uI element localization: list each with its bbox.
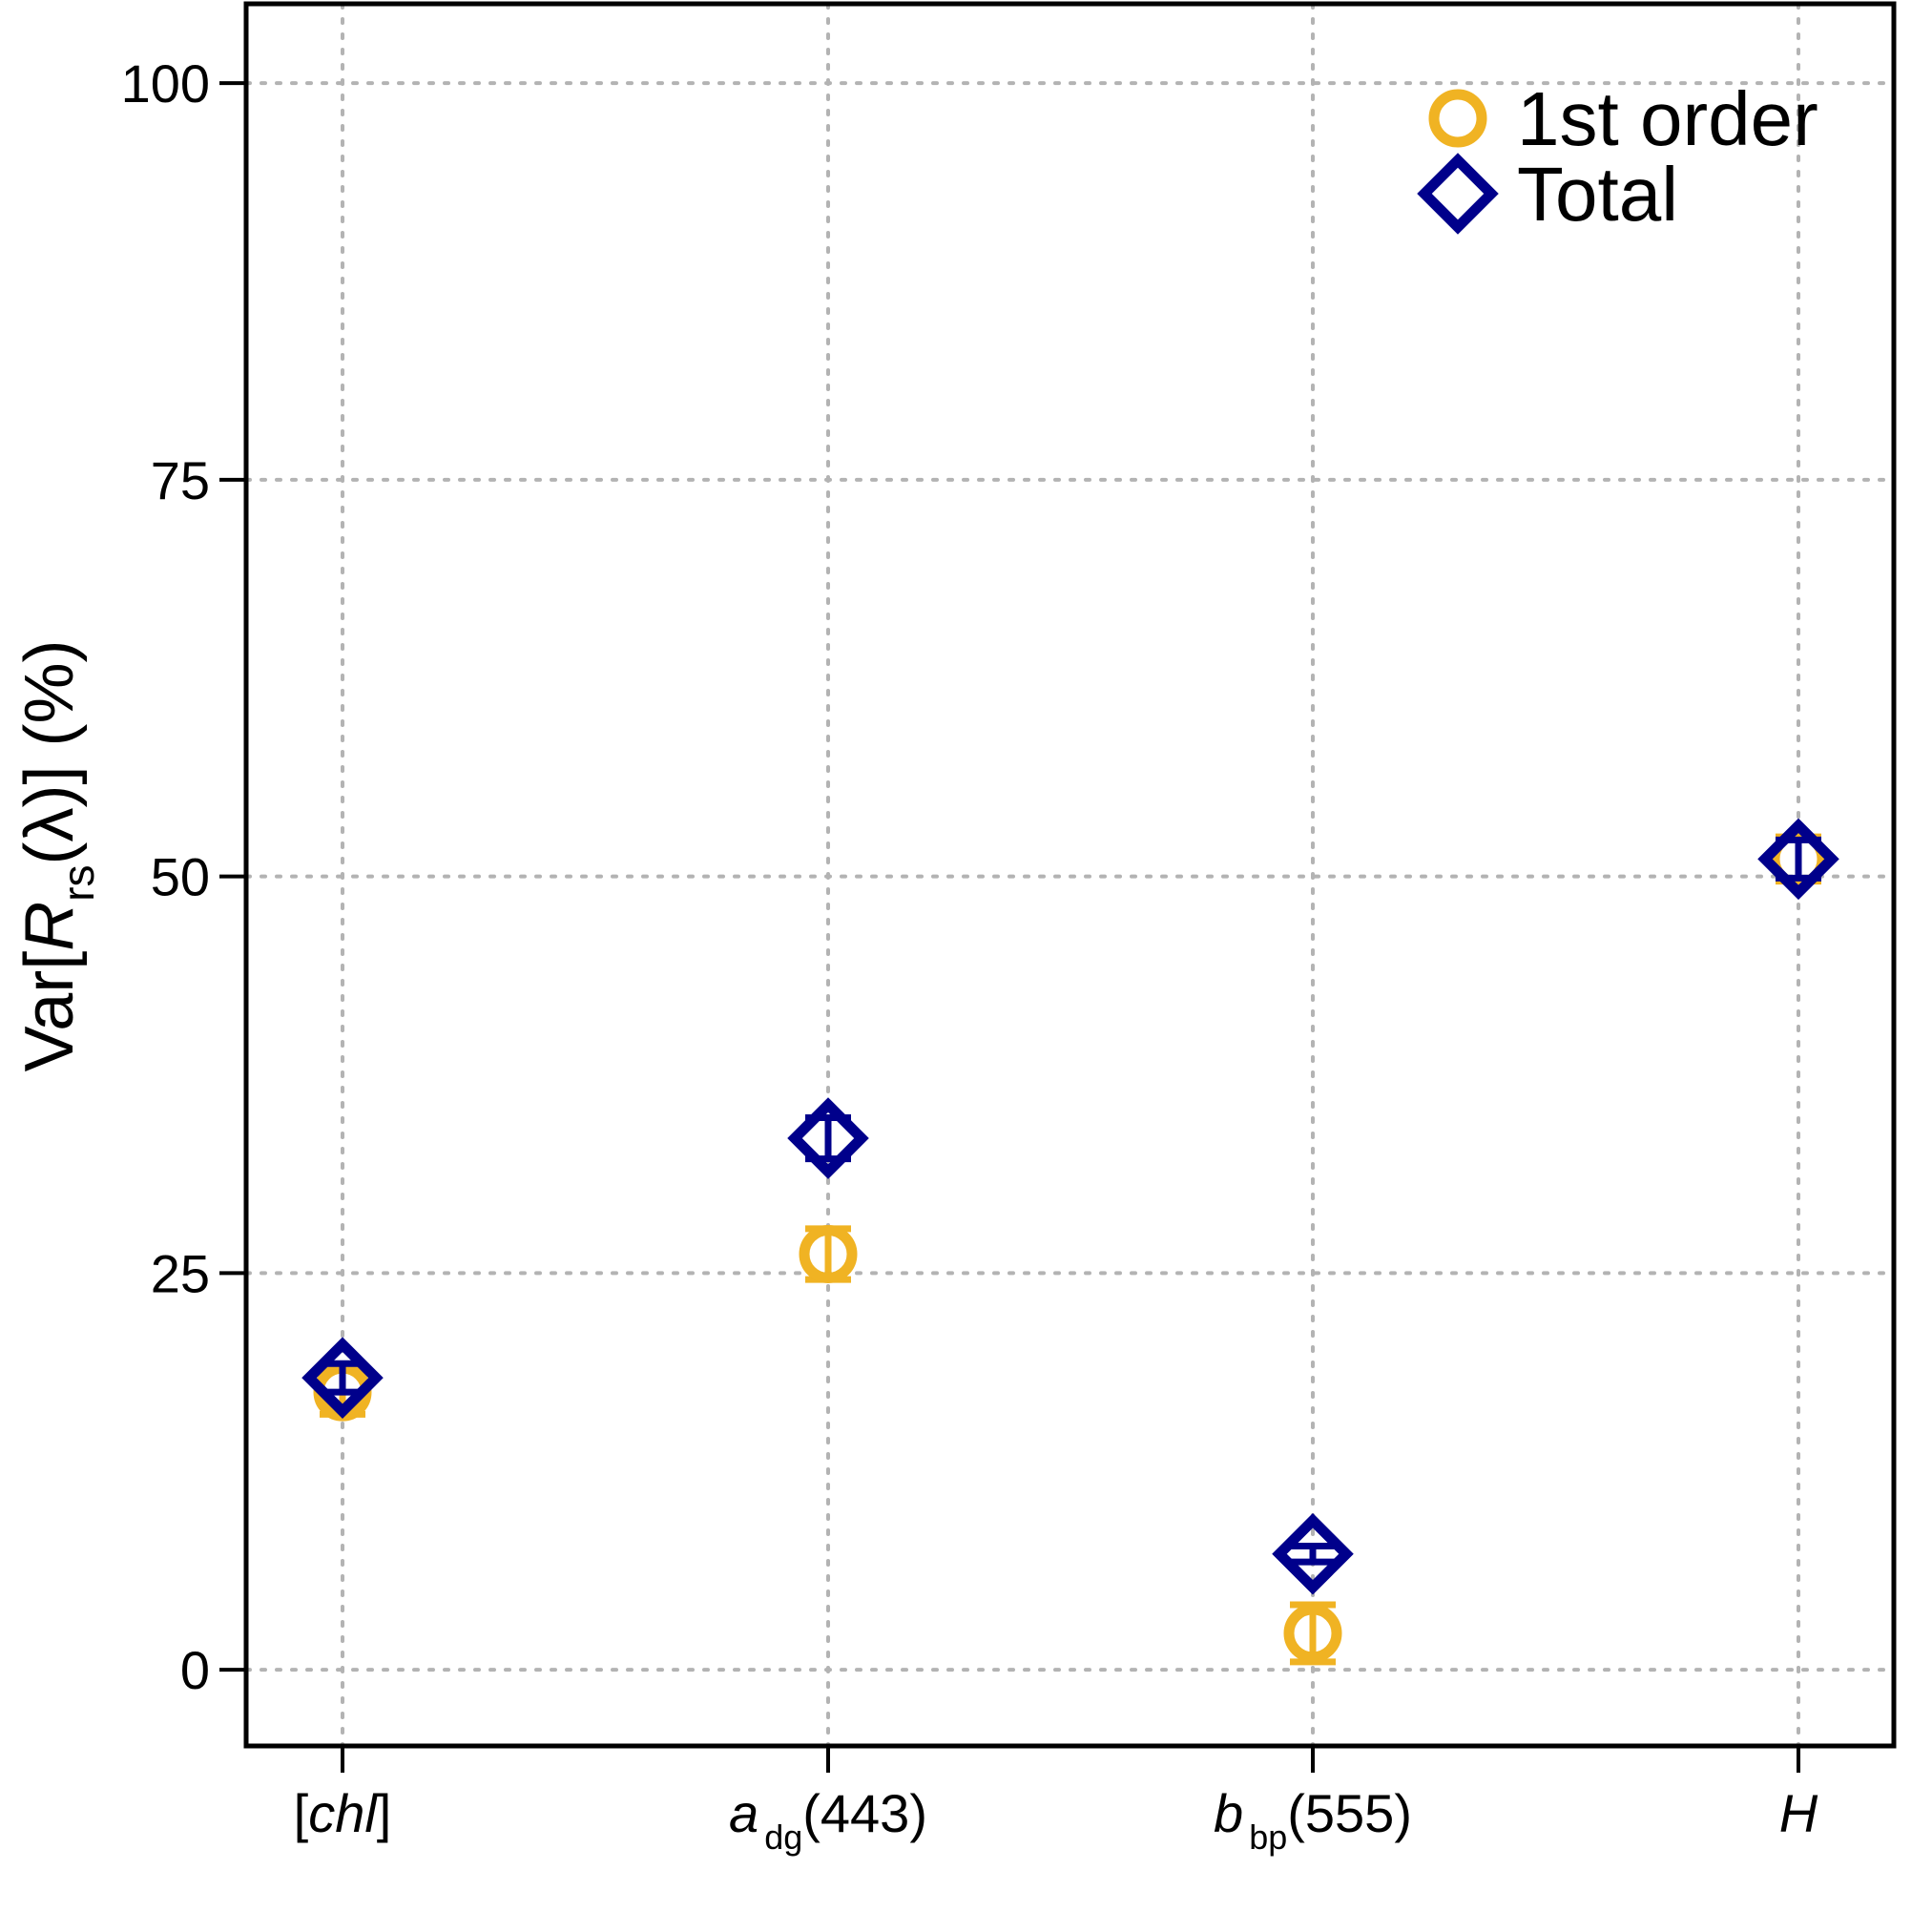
grid-lines xyxy=(244,2,1896,1748)
x-tick-label-part: (555) xyxy=(1287,1783,1412,1843)
first-order-point xyxy=(1769,829,1828,888)
x-tick-label-part: [ xyxy=(294,1783,309,1843)
legend-label: Total xyxy=(1517,152,1678,237)
x-tick-label: a dg(443) xyxy=(729,1783,927,1857)
axes: 0 25 50 75 100 [chl] a dg(443) b bp(555) H xyxy=(121,53,1818,1857)
x-tick-label-part: H xyxy=(1779,1783,1818,1843)
x-tick-label: b bp(555) xyxy=(1214,1783,1412,1857)
legend-label: 1st order xyxy=(1517,76,1818,161)
x-tick-label-part: ] xyxy=(377,1783,392,1843)
x-tick-label: [chl] xyxy=(294,1783,392,1843)
legend-marker xyxy=(1428,89,1487,148)
y-tick-label: 100 xyxy=(121,53,210,114)
data-marks xyxy=(301,818,1839,1666)
total-point xyxy=(301,1337,384,1419)
total-point xyxy=(1272,1512,1354,1595)
y-tick-label: 25 xyxy=(151,1243,210,1303)
x-tick-label-part: a xyxy=(729,1783,758,1843)
y-tick-label: 0 xyxy=(180,1640,210,1700)
y-tick-label: 75 xyxy=(151,450,210,510)
y-axis-label-part: R xyxy=(11,902,88,951)
y-tick-label: 50 xyxy=(151,847,210,907)
x-tick-label-part: (443) xyxy=(802,1783,927,1843)
x-tick-label-part: dg xyxy=(764,1818,802,1857)
x-tick-label-part: b xyxy=(1214,1783,1243,1843)
y-axis-label-part: Var[ xyxy=(11,951,88,1072)
total-point xyxy=(787,1097,869,1179)
x-tick-label-part: chl xyxy=(308,1783,378,1843)
total-point xyxy=(1757,818,1839,901)
legend-marker xyxy=(1417,153,1499,235)
x-tick-label-part: bp xyxy=(1249,1818,1287,1857)
y-axis-label: Var[Rrs(λ)] (%) xyxy=(11,640,103,1072)
first-order-point xyxy=(1283,1604,1342,1663)
y-axis-label-part: rs xyxy=(53,864,103,901)
x-tick-label: H xyxy=(1779,1783,1818,1843)
y-axis-label-part: (λ)] (%) xyxy=(11,640,88,865)
first-order-point xyxy=(799,1224,858,1283)
